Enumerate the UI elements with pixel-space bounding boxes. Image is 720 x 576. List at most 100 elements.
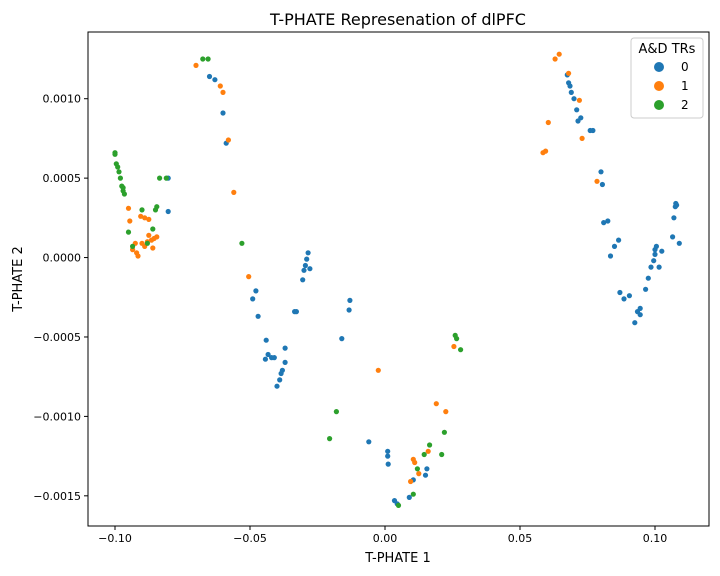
point-series-2-30: [441, 429, 447, 435]
point-series-0-51: [598, 169, 604, 175]
point-series-1-18: [217, 83, 223, 89]
point-series-0-72: [656, 264, 662, 270]
point-series-2-11: [130, 243, 136, 249]
point-series-0-67: [648, 264, 654, 270]
point-series-2-26: [414, 466, 420, 472]
point-series-0-64: [637, 305, 643, 311]
point-series-0-11: [265, 351, 271, 358]
point-series-1-39: [579, 135, 585, 141]
point-series-0-2: [206, 73, 213, 80]
point-series-0-19: [282, 345, 288, 351]
point-series-0-57: [616, 237, 622, 243]
point-series-2-23: [327, 436, 333, 442]
point-series-1-11: [154, 234, 160, 240]
point-series-1-27: [416, 471, 422, 477]
point-series-0-31: [366, 439, 372, 445]
point-series-0-48: [578, 115, 584, 121]
point-series-0-54: [605, 218, 611, 224]
point-series-1-7: [146, 232, 152, 238]
y-tick-label: −0.0005: [33, 331, 81, 344]
point-series-0-15: [277, 377, 283, 383]
legend-items: 0 1 2: [654, 60, 689, 112]
point-series-1-9: [150, 245, 156, 251]
plot-area: [87, 31, 710, 527]
point-series-2-13: [144, 240, 150, 246]
point-series-1-34: [545, 119, 551, 126]
point-series-1-33: [543, 148, 549, 154]
point-series-2-29: [439, 451, 445, 458]
y-tick-label: 0.0010: [43, 93, 82, 106]
point-series-0-65: [643, 286, 649, 292]
point-series-2-27: [421, 451, 427, 458]
point-series-0-37: [406, 494, 412, 500]
point-series-0-75: [671, 215, 677, 221]
point-series-1-12: [142, 215, 148, 221]
point-series-0-71: [653, 243, 660, 249]
point-series-1-36: [556, 51, 562, 57]
point-series-0-46: [574, 107, 580, 113]
legend-title: A&D TRs: [639, 42, 696, 57]
point-series-1-17: [193, 62, 199, 68]
point-series-0-14: [274, 383, 280, 389]
point-series-0-58: [617, 289, 623, 296]
y-tick-label: −0.0010: [33, 410, 81, 423]
point-series-2-14: [150, 226, 156, 232]
point-series-0-8: [255, 313, 261, 319]
point-series-2-10: [125, 229, 132, 235]
point-series-0-9: [262, 356, 268, 362]
x-tick-label: 0.05: [508, 532, 533, 545]
point-series-0-27: [307, 266, 313, 272]
point-series-2-5: [117, 175, 123, 181]
point-series-0-3: [212, 77, 218, 83]
legend-label-1: 1: [681, 79, 689, 93]
point-series-2-20: [205, 56, 211, 62]
y-tick-label: 0.0005: [43, 172, 82, 185]
point-series-1-14: [138, 213, 144, 219]
point-series-0-39: [422, 472, 429, 478]
point-series-1-26: [412, 459, 418, 466]
legend-label-0: 0: [681, 60, 689, 74]
point-series-0-22: [300, 277, 306, 283]
point-series-0-32: [385, 448, 391, 454]
point-series-0-40: [424, 466, 430, 472]
point-series-2-24: [395, 502, 402, 508]
y-tick-label: −0.0015: [33, 490, 81, 503]
point-series-1-29: [433, 401, 439, 407]
point-series-1-24: [408, 478, 414, 485]
point-series-2-18: [163, 175, 169, 181]
point-series-0-68: [651, 258, 657, 264]
x-tick-label: 0.10: [643, 532, 668, 545]
point-series-0-43: [567, 83, 573, 89]
point-series-0-28: [339, 336, 345, 342]
point-series-0-23: [301, 267, 307, 273]
point-series-1-30: [443, 409, 449, 415]
point-series-0-25: [304, 256, 310, 262]
point-series-2-22: [333, 409, 339, 415]
point-series-2-25: [410, 491, 416, 497]
chart-title: T-PHATE Represenation of dlPFC: [269, 10, 526, 29]
legend-label-2: 2: [681, 98, 689, 112]
point-series-0-34: [385, 461, 391, 467]
x-tick-label: −0.10: [98, 532, 132, 545]
point-series-0-26: [305, 250, 311, 256]
point-series-0-1: [165, 208, 171, 215]
point-series-1-31: [451, 343, 457, 350]
point-series-2-19: [200, 56, 206, 62]
legend-marker-2: [654, 100, 664, 110]
point-series-0-4: [220, 110, 226, 116]
point-series-0-24: [302, 262, 308, 269]
point-series-2-1: [112, 151, 118, 157]
legend-marker-1: [654, 81, 664, 91]
point-series-0-53: [601, 220, 607, 226]
y-axis: −0.0015 −0.0010 −0.0005 0.0000 0.0005 0.0010: [33, 93, 88, 503]
x-tick-label: −0.05: [233, 532, 267, 545]
y-tick-label: 0.0000: [43, 252, 82, 265]
point-series-1-20: [225, 137, 231, 143]
point-series-0-13: [271, 355, 277, 361]
point-series-0-74: [670, 234, 676, 240]
x-tick-label: 0.00: [373, 532, 398, 545]
point-series-0-66: [645, 275, 651, 281]
point-series-1-19: [220, 89, 226, 95]
x-axis: −0.10 −0.05 0.00 0.05 0.10: [98, 526, 667, 545]
